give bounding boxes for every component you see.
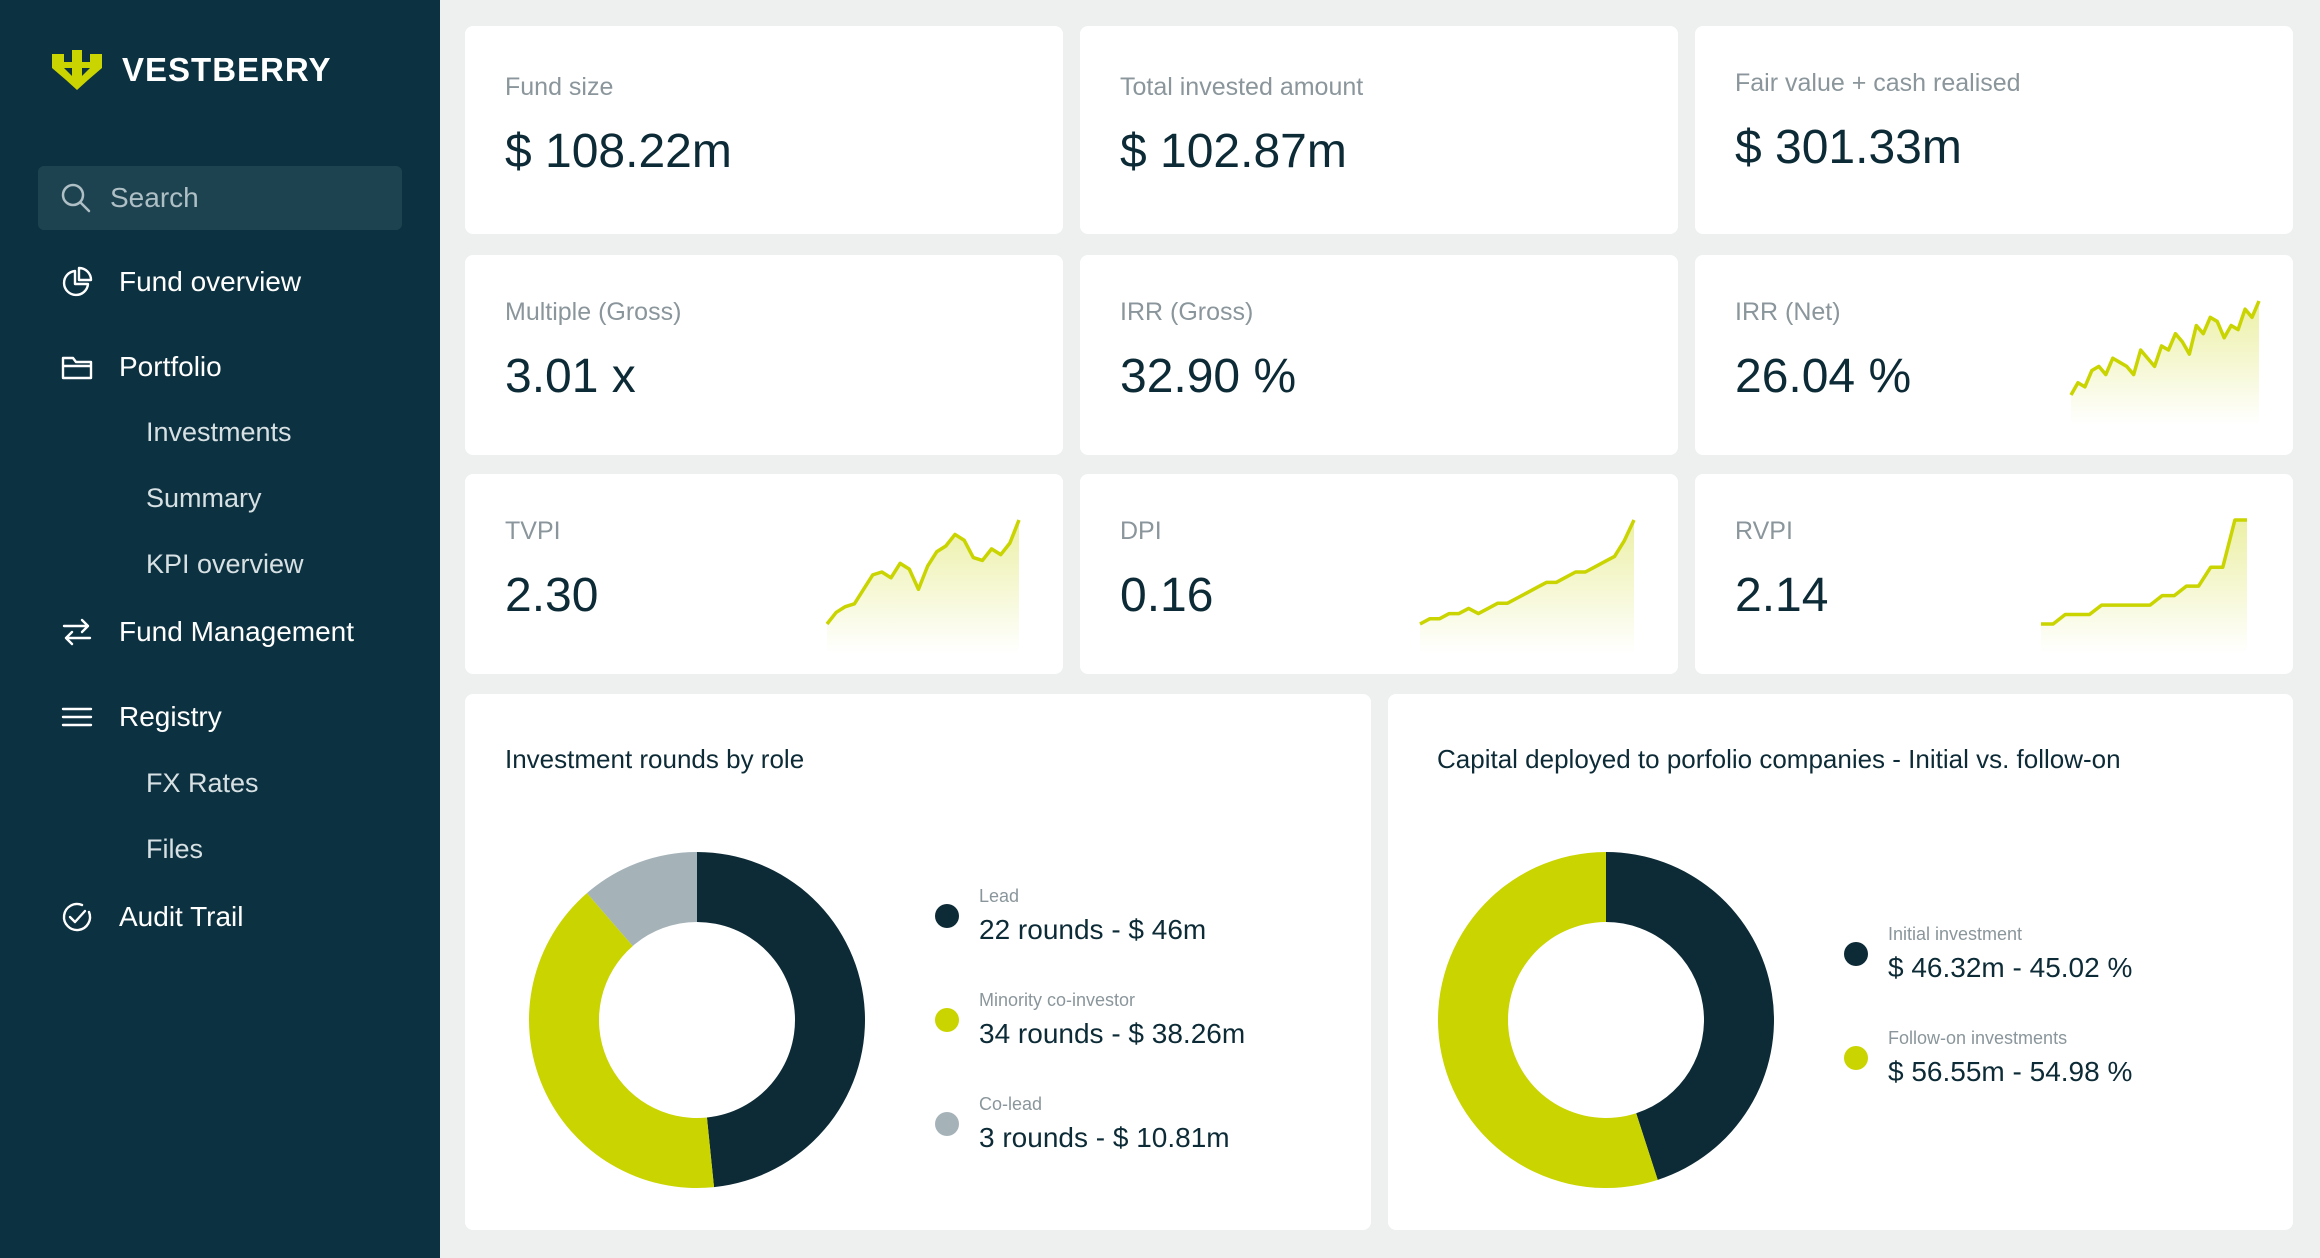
nav-investments[interactable]: Investments bbox=[146, 417, 292, 447]
donut-slice-initial-investment[interactable] bbox=[1606, 852, 1775, 1180]
kpi-card-total-invested: Total invested amount $ 102.87m bbox=[1080, 26, 1678, 234]
brand-logo[interactable]: VESTBERRY bbox=[50, 46, 331, 94]
nav-audit-trail[interactable]: Audit Trail bbox=[60, 900, 244, 934]
nav-fund-management[interactable]: Fund Management bbox=[60, 615, 354, 649]
donut-slice-minority-co-investor[interactable] bbox=[529, 893, 715, 1188]
sidebar: VESTBERRY Search Fund overview Portfolio… bbox=[0, 0, 440, 1258]
legend-value-co-lead: 3 rounds - $ 10.81m bbox=[979, 1122, 1230, 1153]
legend-category-initial: Initial investment bbox=[1888, 924, 2023, 944]
nav-summary[interactable]: Summary bbox=[146, 483, 262, 513]
search-placeholder: Search bbox=[110, 182, 199, 213]
chart-title: Investment rounds by role bbox=[505, 744, 805, 774]
check-circle-icon bbox=[62, 902, 92, 932]
menu-lines-icon bbox=[61, 707, 93, 727]
sparkline-line bbox=[825, 519, 1021, 626]
kpi-card-irr-gross: IRR (Gross) 32.90 % bbox=[1080, 255, 1678, 455]
kpi-label: Fund size bbox=[505, 73, 614, 101]
legend-category-follow-on: Follow-on investments bbox=[1888, 1028, 2068, 1048]
kpi-card-rvpi: RVPI 2.14 bbox=[1695, 474, 2293, 674]
kpi-card-tvpi: TVPI 2.30 bbox=[465, 474, 1063, 674]
dpi-sparkline bbox=[1419, 519, 1636, 654]
nav-registry[interactable]: Registry bbox=[60, 700, 222, 734]
legend-dot-minority bbox=[935, 1008, 959, 1032]
nav-files[interactable]: Files bbox=[146, 834, 204, 864]
sparkline-line bbox=[2069, 300, 2261, 396]
kpi-label: RVPI bbox=[1735, 517, 1793, 545]
kpi-value: 2.14 bbox=[1735, 569, 1829, 622]
kpi-label: Fair value + cash realised bbox=[1735, 69, 2021, 97]
investment-rounds-donut bbox=[529, 852, 865, 1188]
kpi-label: IRR (Gross) bbox=[1120, 298, 1254, 326]
chart-title: Capital deployed to porfolio companies -… bbox=[1437, 744, 2121, 774]
search-input[interactable]: Search bbox=[38, 166, 402, 230]
investment-rounds-card: Investment rounds by role Lead 22 rounds… bbox=[465, 694, 1371, 1230]
folder-icon bbox=[61, 356, 93, 380]
capital-deployed-card: Capital deployed to porfolio companies -… bbox=[1388, 694, 2293, 1230]
legend-value-initial: $ 46.32m - 45.02 % bbox=[1888, 952, 2133, 983]
sparkline-area bbox=[2041, 520, 2247, 654]
legend-dot-lead bbox=[935, 904, 959, 928]
kpi-label: IRR (Net) bbox=[1735, 298, 1841, 326]
kpi-card-fair-value: Fair value + cash realised $ 301.33m bbox=[1695, 26, 2293, 234]
kpi-card-irr-net: IRR (Net) 26.04 % bbox=[1695, 255, 2293, 455]
donut-slice-lead[interactable] bbox=[697, 852, 865, 1188]
kpi-value: 2.30 bbox=[505, 569, 599, 622]
legend-value-minority: 34 rounds - $ 38.26m bbox=[979, 1018, 1246, 1049]
legend-value-follow-on: $ 56.55m - 54.98 % bbox=[1888, 1056, 2133, 1087]
legend-value-lead: 22 rounds - $ 46m bbox=[979, 914, 1207, 945]
swap-arrows-icon bbox=[62, 618, 92, 646]
pie-chart-icon bbox=[62, 266, 93, 297]
nav-fund-overview-label: Fund overview bbox=[119, 266, 302, 297]
legend-category-co-lead: Co-lead bbox=[979, 1094, 1043, 1114]
kpi-card-fund-size: Fund size $ 108.22m bbox=[465, 26, 1063, 234]
sparkline-line bbox=[2041, 518, 2247, 626]
donut-slice-follow-on-investments[interactable] bbox=[1438, 852, 1658, 1188]
kpi-card-dpi: DPI 0.16 bbox=[1080, 474, 1678, 674]
legend-dot-follow-on bbox=[1844, 1046, 1868, 1070]
irr-net-sparkline bbox=[2069, 300, 2261, 425]
nav-fx-rates[interactable]: FX Rates bbox=[146, 768, 259, 798]
nav-audit-trail-label: Audit Trail bbox=[119, 901, 244, 932]
nav-portfolio[interactable]: Portfolio bbox=[60, 350, 222, 384]
sparkline-area bbox=[827, 520, 1019, 654]
capital-deployed-donut bbox=[1438, 852, 1775, 1188]
sparkline-area bbox=[2071, 301, 2259, 425]
kpi-card-multiple: Multiple (Gross) 3.01 x bbox=[465, 255, 1063, 455]
kpi-label: Multiple (Gross) bbox=[505, 298, 682, 326]
nav-fund-management-label: Fund Management bbox=[119, 616, 355, 647]
kpi-value: 32.90 % bbox=[1120, 350, 1297, 403]
kpi-value: $ 108.22m bbox=[505, 125, 732, 178]
kpi-value: $ 102.87m bbox=[1120, 125, 1347, 178]
rvpi-sparkline bbox=[2041, 518, 2247, 654]
donut-slice-co-lead[interactable] bbox=[586, 852, 697, 946]
kpi-value: 0.16 bbox=[1120, 569, 1214, 622]
legend-category-minority: Minority co-investor bbox=[979, 990, 1136, 1010]
legend-category-lead: Lead bbox=[979, 886, 1020, 906]
legend-dot-co-lead bbox=[935, 1112, 959, 1136]
nav-registry-label: Registry bbox=[119, 701, 222, 732]
kpi-value: $ 301.33m bbox=[1735, 121, 1962, 174]
brand-name: VESTBERRY bbox=[122, 51, 332, 88]
vestberry-logo-icon bbox=[52, 50, 102, 90]
nav-kpi-overview[interactable]: KPI overview bbox=[146, 549, 304, 579]
tvpi-sparkline bbox=[825, 519, 1021, 654]
sparkline-line bbox=[1419, 519, 1636, 626]
kpi-label: Total invested amount bbox=[1120, 73, 1364, 101]
kpi-label: DPI bbox=[1120, 517, 1162, 545]
kpi-label: TVPI bbox=[505, 517, 561, 545]
nav-fund-overview[interactable]: Fund overview bbox=[60, 265, 301, 299]
nav-portfolio-label: Portfolio bbox=[119, 351, 222, 382]
kpi-value: 3.01 x bbox=[505, 350, 636, 403]
legend-dot-initial bbox=[1844, 942, 1868, 966]
kpi-value: 26.04 % bbox=[1735, 350, 1912, 403]
search-icon bbox=[61, 183, 91, 213]
sparkline-area bbox=[1420, 520, 1634, 654]
